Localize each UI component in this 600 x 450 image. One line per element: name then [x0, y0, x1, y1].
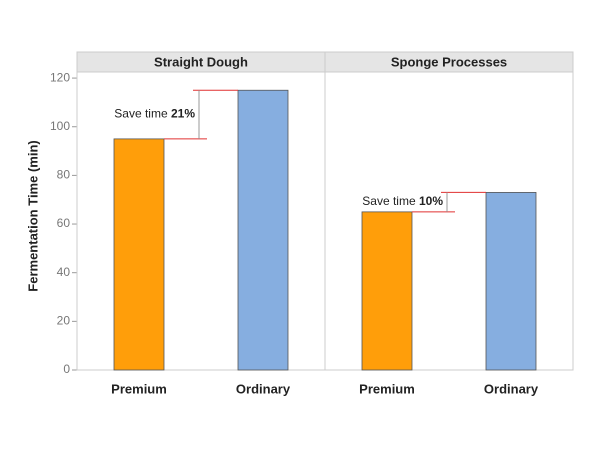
- x-tick-label: Ordinary: [484, 381, 539, 396]
- x-tick-label: Ordinary: [236, 381, 291, 396]
- facet-title: Straight Dough: [154, 54, 248, 69]
- y-tick-label: 120: [50, 70, 70, 84]
- annotation-label: Save time: [362, 194, 416, 208]
- annotation-text: Save time 10%: [362, 194, 443, 208]
- x-tick-label: Premium: [111, 381, 167, 396]
- y-tick-label: 80: [57, 168, 71, 182]
- y-tick-label: 40: [57, 265, 71, 279]
- y-tick-label: 20: [57, 314, 71, 328]
- annotation-label: Save time: [114, 107, 168, 121]
- y-tick-label: 60: [57, 216, 71, 230]
- panel: [324, 71, 574, 371]
- bar: [485, 192, 537, 371]
- y-axis-label: Fermentation Time (min): [25, 140, 40, 291]
- y-tick-label: 100: [50, 119, 70, 133]
- facet-title: Sponge Processes: [391, 54, 507, 69]
- y-tick-label: 0: [63, 362, 70, 376]
- bar: [113, 138, 165, 371]
- annotation-value: 10%: [419, 194, 443, 208]
- bar: [361, 211, 413, 371]
- x-tick-label: Premium: [359, 381, 415, 396]
- bar: [237, 89, 289, 371]
- annotation-text: Save time 21%: [114, 107, 195, 121]
- annotation-value: 21%: [171, 107, 195, 121]
